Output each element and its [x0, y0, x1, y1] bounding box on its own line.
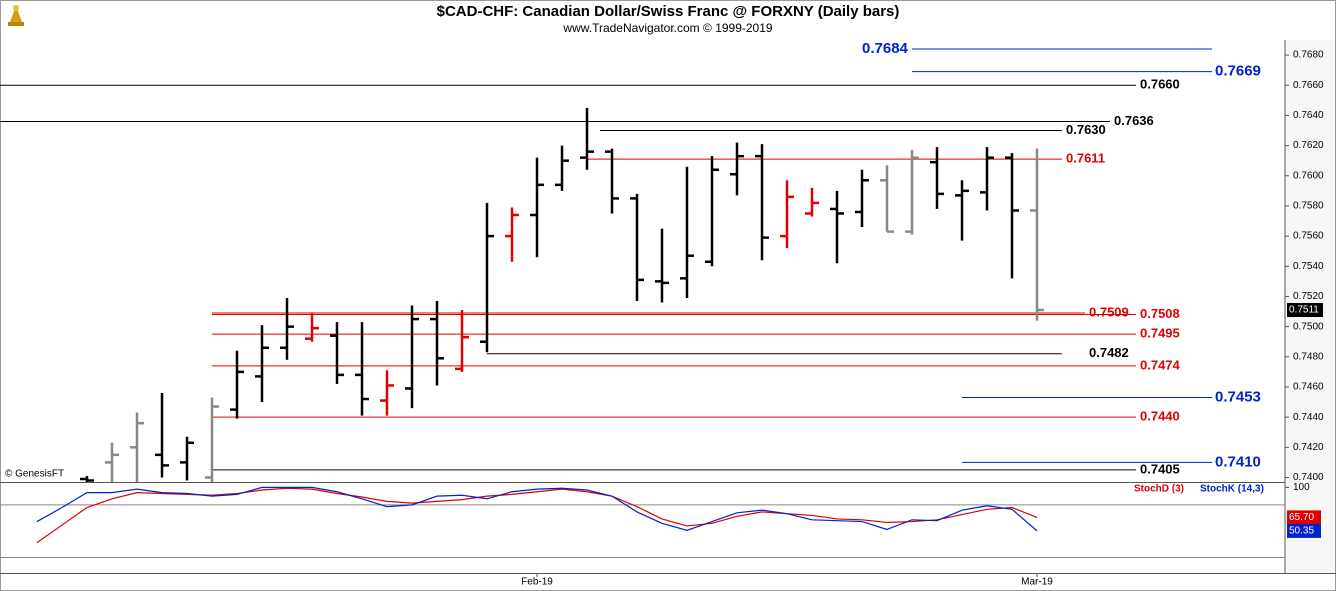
y-tick-label: 0.7540 [1293, 261, 1324, 272]
x-tick-label: Mar-19 [1021, 577, 1053, 588]
last-value-label: 65.70 [1289, 512, 1314, 523]
level-label: 0.7669 [1215, 63, 1261, 80]
last-price-label: 0.7511 [1289, 305, 1319, 316]
stoch-line [36, 486, 1038, 532]
last-value-label: 50.35 [1289, 526, 1314, 537]
level-label: 0.7508 [1140, 306, 1180, 321]
last-price-box [1287, 303, 1323, 318]
chart-subtitle: www.TradeNavigator.com © 1999-2019 [562, 21, 772, 35]
level-label: 0.7684 [862, 40, 909, 57]
last-value-box [1287, 523, 1321, 538]
watermark: © GenesisFT [5, 469, 64, 480]
y-tick-label: 0.7580 [1293, 201, 1324, 212]
y-tick-label: 0.7500 [1293, 321, 1324, 332]
legend-label: StochK (14,3) [1200, 484, 1264, 495]
level-label: 0.7410 [1215, 453, 1261, 470]
x-tick-label: Feb-19 [521, 577, 553, 588]
level-label: 0.7660 [1140, 77, 1180, 92]
logo [8, 5, 24, 26]
y-tick-label: 0.7480 [1293, 351, 1324, 362]
y-tick-label: 0.7460 [1293, 382, 1324, 393]
y-tick-label: 0.7660 [1293, 80, 1324, 91]
legend-label: StochD (3) [1134, 484, 1184, 495]
y-tick-label: 0.7560 [1293, 231, 1324, 242]
y-tick-label: 0.7400 [1293, 472, 1324, 483]
level-label: 0.7509 [1089, 304, 1129, 319]
level-label: 0.7453 [1215, 388, 1261, 405]
level-label: 0.7482 [1089, 345, 1129, 360]
level-label: 0.7474 [1140, 357, 1181, 372]
y-tick-label: 0.7440 [1293, 412, 1324, 423]
y-tick-label: 0.7520 [1293, 291, 1324, 302]
level-label: 0.7636 [1114, 113, 1154, 128]
last-value-box [1287, 510, 1321, 525]
level-label: 0.7611 [1066, 151, 1105, 166]
y-tick-label: 0.7640 [1293, 110, 1324, 121]
y-tick-label: 0.7420 [1293, 442, 1324, 453]
chart-title: $CAD-CHF: Canadian Dollar/Swiss Franc @ … [437, 3, 900, 20]
y-tick-label: 100 [1293, 482, 1310, 493]
level-label: 0.7405 [1140, 461, 1180, 476]
level-label: 0.7440 [1140, 409, 1180, 424]
y-tick-label: 0.7620 [1293, 140, 1324, 151]
level-label: 0.7495 [1140, 326, 1180, 341]
y-tick-label: 0.7680 [1293, 50, 1324, 61]
level-label: 0.7630 [1066, 122, 1106, 137]
y-tick-label: 0.7600 [1293, 170, 1324, 181]
